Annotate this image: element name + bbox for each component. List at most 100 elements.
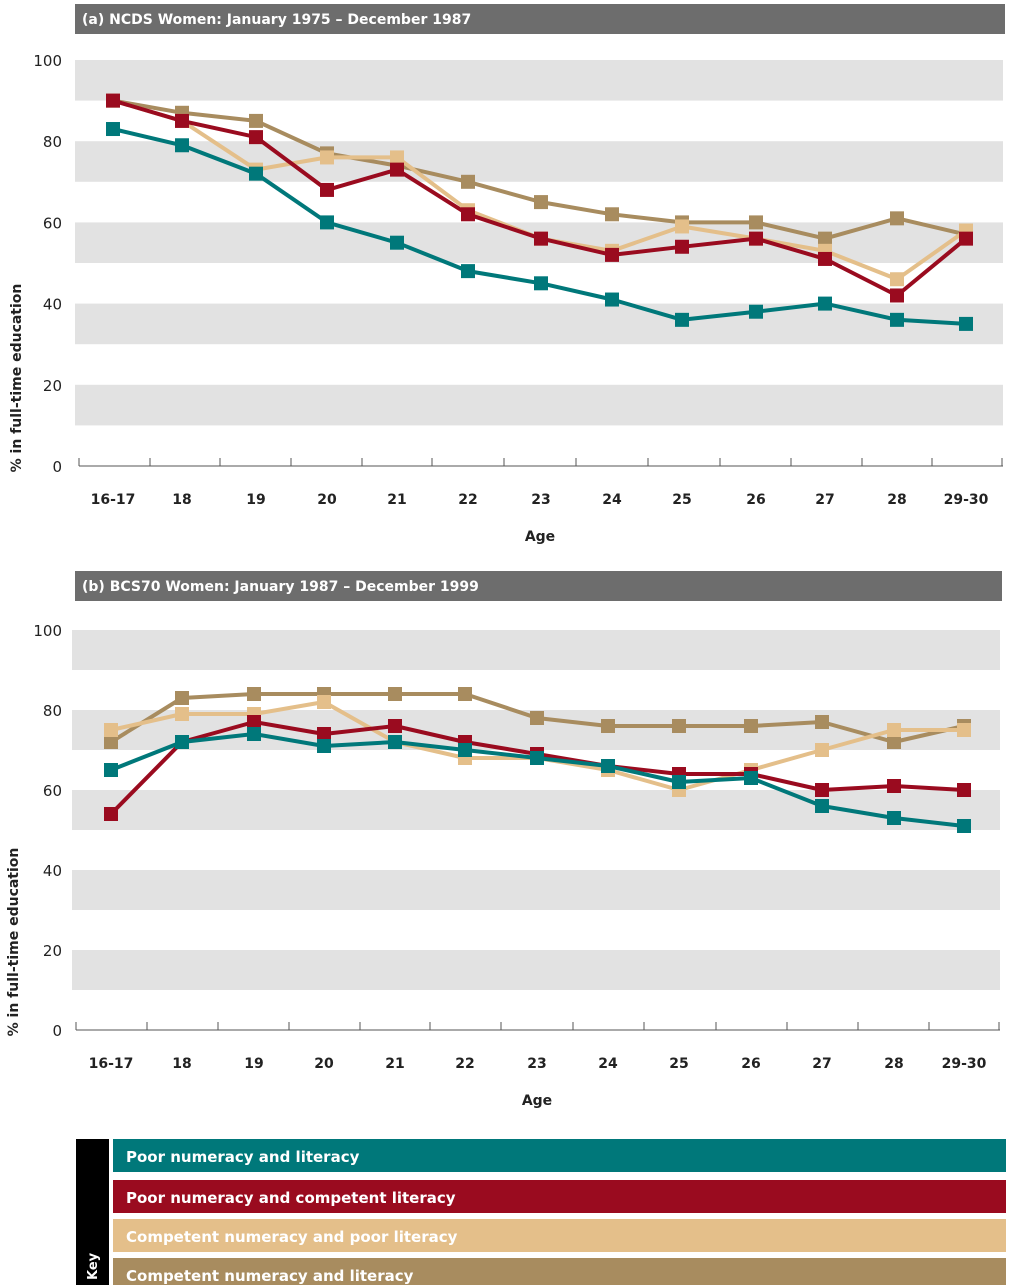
y-tick-label: 100 xyxy=(33,622,62,640)
chart-panel-b: (b) BCS70 Women: January 1987 – December… xyxy=(6,571,1002,1109)
legend-item-label: Poor numeracy and literacy xyxy=(126,1148,360,1166)
data-point xyxy=(458,687,472,701)
data-point xyxy=(815,743,829,757)
panel-a-title-banner xyxy=(75,4,1005,34)
data-point xyxy=(957,723,971,737)
data-point xyxy=(249,130,263,145)
data-point xyxy=(534,276,548,291)
data-point xyxy=(890,288,904,303)
data-point xyxy=(890,211,904,226)
series-group xyxy=(104,687,971,749)
data-point xyxy=(672,775,686,789)
x-tick-label: 23 xyxy=(531,492,550,508)
data-point xyxy=(104,735,118,749)
data-point xyxy=(388,719,402,733)
data-point xyxy=(317,695,331,709)
x-tick-label: 23 xyxy=(527,1056,546,1072)
data-point xyxy=(675,312,689,327)
data-point xyxy=(247,715,261,729)
data-point xyxy=(818,231,832,246)
panel-a-x-axis-label: Age xyxy=(525,529,555,545)
legend-item-label: Poor numeracy and competent literacy xyxy=(126,1189,456,1207)
x-tick-label: 22 xyxy=(455,1056,474,1072)
x-tick-label: 20 xyxy=(317,492,337,508)
x-tick-label: 28 xyxy=(884,1056,903,1072)
data-point xyxy=(749,304,763,319)
data-point xyxy=(749,215,763,230)
y-tick-label: 20 xyxy=(43,942,62,960)
x-tick-label: 29-30 xyxy=(944,492,989,508)
chart-panel-a: (a) NCDS Women: January 1975 – December … xyxy=(9,4,1005,545)
data-point xyxy=(247,687,261,701)
data-point xyxy=(601,719,615,733)
data-point xyxy=(672,719,686,733)
data-point xyxy=(818,296,832,311)
data-point xyxy=(818,251,832,266)
data-point xyxy=(461,207,475,222)
data-point xyxy=(887,811,901,825)
legend-item-bar xyxy=(113,1180,1006,1213)
panel-a-series xyxy=(106,93,973,331)
x-tick-label: 19 xyxy=(246,492,265,508)
data-point xyxy=(175,138,189,153)
data-point xyxy=(530,711,544,725)
x-tick-label: 16-17 xyxy=(91,492,136,508)
data-point xyxy=(744,771,758,785)
data-point xyxy=(890,312,904,327)
grid-band xyxy=(75,141,1003,182)
data-point xyxy=(458,743,472,757)
series-group xyxy=(106,122,973,331)
grid-band xyxy=(72,790,1000,830)
data-point xyxy=(461,174,475,189)
data-point xyxy=(530,751,544,765)
x-tick-label: 21 xyxy=(385,1056,404,1072)
data-point xyxy=(388,735,402,749)
x-tick-label: 25 xyxy=(672,492,691,508)
panel-b-title-banner xyxy=(75,571,1002,601)
data-point xyxy=(675,239,689,254)
data-point xyxy=(175,691,189,705)
legend-item-bar xyxy=(113,1139,1006,1172)
y-tick-label: 80 xyxy=(43,702,62,720)
panel-b-x-axis-label: Age xyxy=(522,1093,552,1109)
legend-item-bar xyxy=(113,1219,1006,1252)
grid-band xyxy=(75,303,1003,345)
grid-band xyxy=(72,870,1000,910)
data-point xyxy=(390,235,404,250)
data-point xyxy=(815,799,829,813)
data-point xyxy=(605,207,619,222)
legend-items: Poor numeracy and literacy Poor numeracy … xyxy=(113,1139,1006,1285)
data-point xyxy=(106,93,120,108)
series-group xyxy=(106,93,973,303)
x-tick-label: 25 xyxy=(669,1056,688,1072)
grid-band xyxy=(72,630,1000,670)
data-point xyxy=(104,763,118,777)
data-point xyxy=(175,735,189,749)
data-point xyxy=(175,707,189,721)
data-point xyxy=(249,113,263,128)
panel-b-grid-bands xyxy=(72,630,1000,990)
grid-band xyxy=(75,384,1003,426)
data-point xyxy=(388,687,402,701)
x-tick-label: 27 xyxy=(815,492,834,508)
panel-b-y-ticks: 0 20 40 60 80 100 xyxy=(33,622,62,1040)
series-group xyxy=(104,727,971,833)
legend-key-title: Key xyxy=(86,1252,101,1280)
x-tick-label: 24 xyxy=(598,1056,618,1072)
data-point xyxy=(887,779,901,793)
legend-item-label: Competent numeracy and literacy xyxy=(126,1267,414,1285)
data-point xyxy=(887,723,901,737)
legend-key-block xyxy=(76,1139,109,1285)
x-tick-label: 19 xyxy=(244,1056,263,1072)
data-point xyxy=(957,819,971,833)
data-point xyxy=(601,759,615,773)
x-tick-label: 29-30 xyxy=(942,1056,987,1072)
data-point xyxy=(890,272,904,287)
panel-a-grid-bands xyxy=(75,60,1003,426)
data-point xyxy=(104,807,118,821)
panel-a-title: (a) NCDS Women: January 1975 – December … xyxy=(82,12,471,28)
data-point xyxy=(317,739,331,753)
panel-b-y-axis-label: % in full-time education xyxy=(6,848,22,1037)
